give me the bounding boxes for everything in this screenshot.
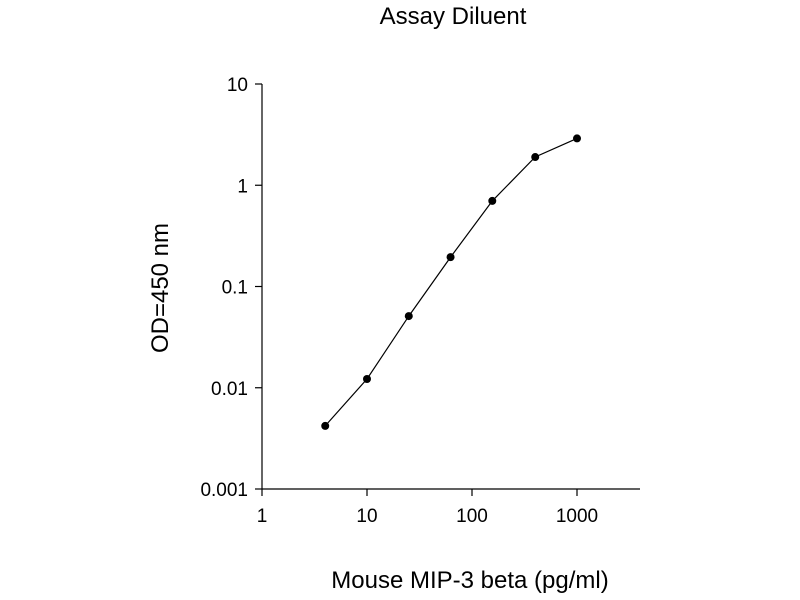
y-tick-label: 0.1 (222, 278, 248, 299)
y-tick-label: 1 (237, 176, 248, 197)
data-point (531, 153, 540, 162)
series-line (324, 137, 578, 427)
data-point (404, 312, 413, 321)
x-tick-label: 10 (356, 506, 377, 527)
y-tick-label: 0.001 (200, 480, 248, 501)
data-point (363, 375, 371, 384)
data-point (446, 253, 455, 262)
y-axis-label: OD=450 nm (147, 223, 174, 353)
x-tick-label: 1 (257, 506, 268, 527)
y-tick-label: 0.01 (211, 379, 248, 400)
x-axis-label: Mouse MIP-3 beta (pg/ml) (331, 567, 608, 594)
chart-title: Assay Diluent (380, 3, 527, 30)
x-tick-label: 1000 (556, 506, 598, 527)
y-tick-label: 10 (227, 75, 248, 96)
data-point (488, 196, 497, 205)
x-tick-label: 100 (456, 506, 488, 527)
axis-ticks: 1 10 100 1000 0.001 0.01 0.1 1 10 (200, 75, 598, 527)
data-points (321, 134, 581, 430)
data-point (321, 421, 330, 430)
data-point (573, 134, 581, 143)
